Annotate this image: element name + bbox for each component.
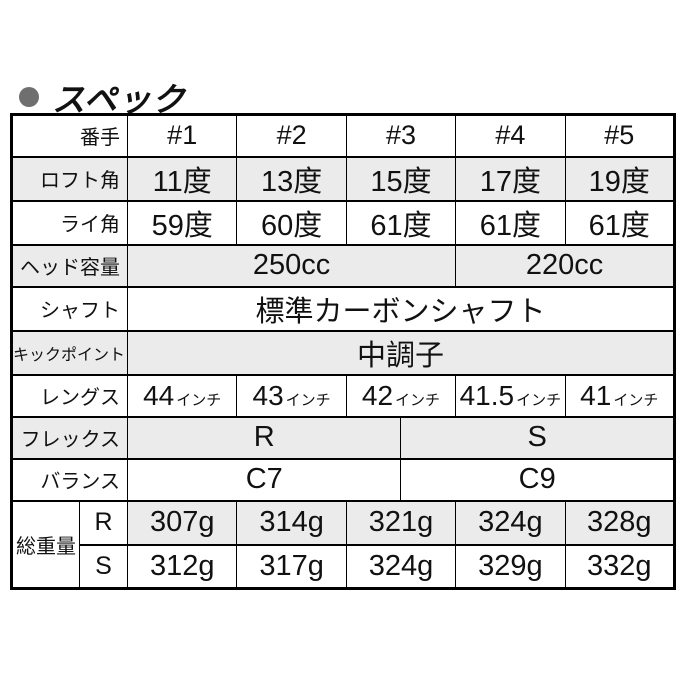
length-number: 41.5: [459, 379, 515, 411]
cell-weight-s-1: 312g: [126, 543, 238, 590]
cell-weight-s-2: 317g: [236, 543, 347, 590]
cell-weight-r-5: 328g: [564, 499, 675, 546]
cell-length-3: 42 インチ: [345, 373, 457, 418]
row-flex: フレックス R S: [11, 415, 675, 460]
row-label-shaft: シャフト: [11, 285, 128, 332]
row-length: レングス 44 インチ 43 インチ 42 インチ 41.5 インチ 41 インチ: [11, 373, 675, 418]
row-label-loft: ロフト角: [11, 155, 128, 202]
row-label-length: レングス: [11, 373, 128, 418]
section-title-label: スペック: [52, 81, 186, 118]
cell-weight-r-2: 314g: [236, 499, 347, 546]
row-balance: バランス C7 C9: [11, 457, 675, 502]
cell-lie-4: 61度: [455, 199, 566, 246]
cell-loft-2: 13度: [236, 155, 347, 202]
cell-loft-4: 17度: [455, 155, 566, 202]
cell-flex-s: S: [400, 415, 675, 460]
cell-shaft: 標準カーボンシャフト: [127, 285, 675, 332]
length-number: 41: [580, 379, 612, 411]
row-kick-point: キックポイント 中調子: [11, 329, 675, 376]
row-label-lie: ライ角: [11, 199, 128, 246]
cell-lie-5: 61度: [564, 199, 675, 246]
cell-weight-r-4: 324g: [455, 499, 566, 546]
cell-balance-c9: C9: [400, 457, 675, 502]
cell-length-1: 44 インチ: [126, 373, 238, 418]
cell-loft-3: 15度: [345, 155, 457, 202]
row-shaft: シャフト 標準カーボンシャフト: [11, 285, 675, 332]
row-club-number: 番手 #1 #2 #3 #4 #5: [11, 113, 675, 158]
cell-length-2: 43 インチ: [236, 373, 347, 418]
cell-length-5: 41 インチ: [564, 373, 675, 418]
cell-weight-r-3: 321g: [345, 499, 457, 546]
row-lie: ライ角 59度 60度 61度 61度 61度: [11, 199, 675, 246]
row-head-volume: ヘッド容量 250cc 220cc: [11, 243, 675, 288]
length-unit: インチ: [285, 391, 331, 409]
sub-label-flex-s: S: [79, 543, 128, 590]
cell-club-5: #5: [564, 113, 675, 158]
cell-head-volume-250: 250cc: [126, 243, 457, 288]
cell-club-2: #2: [236, 113, 347, 158]
cell-weight-s-3: 324g: [345, 543, 457, 590]
length-unit: インチ: [176, 391, 222, 409]
row-label-balance: バランス: [11, 457, 128, 502]
length-number: 44: [143, 379, 175, 411]
cell-loft-1: 11度: [126, 155, 238, 202]
spec-table: 番手 #1 #2 #3 #4 #5 ロフト角 11度 13度 15度 17度 1…: [10, 113, 676, 590]
cell-weight-r-1: 307g: [126, 499, 238, 546]
length-unit: インチ: [395, 391, 441, 409]
row-loft: ロフト角 11度 13度 15度 17度 19度: [11, 155, 675, 202]
length-unit: インチ: [613, 391, 659, 409]
section-title: スペック: [19, 73, 186, 121]
cell-lie-1: 59度: [126, 199, 238, 246]
cell-flex-r: R: [126, 415, 402, 460]
cell-club-4: #4: [455, 113, 566, 158]
length-number: 43: [252, 379, 284, 411]
row-label-flex: フレックス: [11, 415, 128, 460]
row-label-kick-point: キックポイント: [11, 329, 128, 376]
cell-kick-point: 中調子: [127, 329, 675, 376]
cell-head-volume-220: 220cc: [455, 243, 675, 288]
cell-lie-2: 60度: [236, 199, 347, 246]
cell-weight-s-5: 332g: [564, 543, 675, 590]
cell-weight-s-4: 329g: [455, 543, 566, 590]
sub-label-flex-r: R: [79, 499, 128, 546]
row-total-weight-r: 総重量 R 307g 314g 321g 324g 328g: [11, 499, 675, 590]
cell-club-3: #3: [345, 113, 457, 158]
cell-loft-5: 19度: [564, 155, 675, 202]
circle-bullet-icon: [19, 87, 39, 107]
cell-balance-c7: C7: [126, 457, 402, 502]
row-label-head-volume: ヘッド容量: [11, 243, 128, 288]
row-label-total-weight: 総重量: [11, 499, 80, 590]
length-unit: インチ: [516, 391, 562, 409]
length-number: 42: [361, 379, 394, 411]
cell-length-4: 41.5 インチ: [455, 373, 566, 418]
cell-club-1: #1: [126, 113, 238, 158]
row-total-weight-s: S 312g 317g 324g 329g 332g: [12, 543, 675, 590]
cell-lie-3: 61度: [345, 199, 457, 246]
row-label-club-number: 番手: [11, 113, 128, 158]
